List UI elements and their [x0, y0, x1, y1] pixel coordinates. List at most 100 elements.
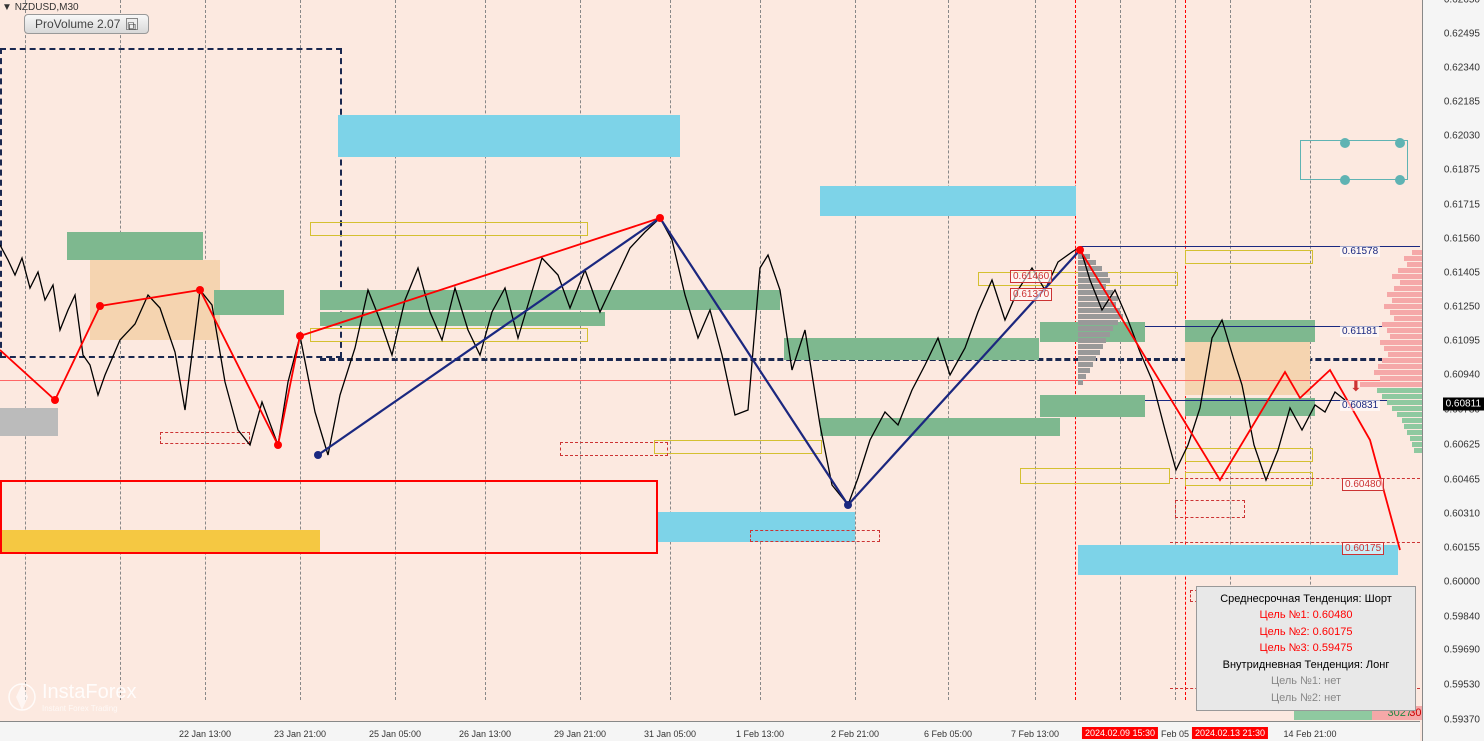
vgrid-red: [1075, 0, 1076, 700]
yellow-box: [1185, 250, 1313, 264]
gray-profile-bar: [1078, 290, 1113, 295]
x-tick: 29 Jan 21:00: [554, 729, 606, 739]
zigzag-dot-blue: [314, 451, 322, 459]
indicator-label: ProVolume 2.07: [35, 17, 120, 31]
green-zone: [320, 312, 605, 326]
gray-profile-bar: [1078, 302, 1116, 307]
vgrid: [760, 0, 761, 700]
volume-bar: [1388, 352, 1422, 357]
y-tick: 0.59370: [1444, 715, 1480, 726]
red-dash-box: [750, 530, 880, 542]
teal-dot: [1340, 175, 1350, 185]
instrument-text: NZDUSD,M30: [15, 2, 79, 13]
gray-profile-bar: [1078, 368, 1090, 373]
vgrid: [670, 0, 671, 700]
yellow-box: [310, 222, 588, 236]
price-label: 0.61460: [1010, 270, 1052, 283]
x-tick: 2024.02.13 21:30: [1192, 727, 1268, 739]
green-zone: [67, 232, 203, 260]
yellow-box: [1020, 468, 1170, 484]
vgrid: [300, 0, 301, 700]
vgrid: [580, 0, 581, 700]
volume-bar: [1402, 418, 1422, 423]
gray-profile-bar: [1078, 380, 1083, 385]
yellow-box: [654, 440, 822, 454]
volume-bar: [1414, 448, 1422, 453]
volume-bar: [1378, 364, 1422, 369]
target2: Цель №2: 0.60175: [1201, 624, 1411, 641]
trend-intra: Внутридневная Тенденция: Лонг: [1201, 657, 1411, 674]
x-tick: 25 Jan 05:00: [369, 729, 421, 739]
logo-text: InstaForex: [42, 681, 136, 704]
green-zone: [784, 338, 1039, 360]
peach-zone: [90, 260, 220, 340]
y-tick: 0.61875: [1444, 165, 1480, 176]
red-box: [0, 480, 658, 554]
teal-box: [1300, 140, 1408, 180]
green-zone: [214, 290, 284, 315]
volume-bar: [1377, 388, 1422, 393]
y-tick: 0.62030: [1444, 131, 1480, 142]
y-tick: 0.60155: [1444, 542, 1480, 553]
x-tick: 14 Feb 21:00: [1283, 729, 1336, 739]
volume-bar: [1392, 298, 1422, 303]
red-dash-box: [1175, 500, 1245, 518]
price-label: 0.60175: [1342, 542, 1384, 555]
y-tick: 0.59840: [1444, 611, 1480, 622]
x-axis: 22 Jan 13:0023 Jan 21:0025 Jan 05:0026 J…: [0, 721, 1420, 741]
x-tick: 1 Feb 13:00: [736, 729, 784, 739]
volume-bar: [1382, 322, 1422, 327]
x-tick: 22 Jan 13:00: [179, 729, 231, 739]
x-tick: Feb 05: [1161, 729, 1189, 739]
target1: Цель №1: 0.60480: [1201, 607, 1411, 624]
green-zone: [1185, 320, 1315, 342]
x-tick: 31 Jan 05:00: [644, 729, 696, 739]
x-tick: 2 Feb 21:00: [831, 729, 879, 739]
gray-profile-bar: [1078, 320, 1118, 325]
price-label: 0.61181: [1340, 326, 1379, 337]
volume-bar: [1392, 406, 1422, 411]
y-tick: 0.60310: [1444, 508, 1480, 519]
cyan-zone: [338, 115, 680, 157]
yellow-box: [1185, 472, 1313, 486]
vgrid: [205, 0, 206, 700]
y-tick: 0.62650: [1444, 0, 1480, 6]
trend-mid: Среднесрочная Тенденция: Шорт: [1201, 591, 1411, 608]
gray-profile-bar: [1078, 296, 1118, 301]
x-tick: 2024.02.09 15:30: [1082, 727, 1158, 739]
price-label: 0.61578: [1340, 246, 1380, 257]
y-tick: 0.60000: [1444, 576, 1480, 587]
gray-zone: [0, 408, 58, 436]
y-tick: 0.61405: [1444, 268, 1480, 279]
instrument-label: ▼ NZDUSD,M30: [2, 2, 79, 13]
volume-bar: [1360, 382, 1422, 387]
info-panel: Среднесрочная Тенденция: Шорт Цель №1: 0…: [1196, 586, 1416, 712]
y-tick: 0.61095: [1444, 336, 1480, 347]
zigzag-dot-red: [51, 396, 59, 404]
y-tick: 0.59530: [1444, 679, 1480, 690]
volume-bar: [1384, 346, 1422, 351]
vgrid: [25, 0, 26, 700]
volume-bar: [1390, 334, 1422, 339]
y-tick: 0.62495: [1444, 29, 1480, 40]
x-tick: 26 Jan 13:00: [459, 729, 511, 739]
vgrid: [1120, 0, 1121, 700]
teal-dot: [1395, 138, 1405, 148]
vgrid: [120, 0, 121, 700]
y-tick: 0.61560: [1444, 234, 1480, 245]
red-dash-box: [560, 442, 668, 456]
red-dash-box: [160, 432, 250, 444]
vgrid: [485, 0, 486, 700]
volume-bar: [1387, 400, 1422, 405]
settings-icon[interactable]: ⧉: [126, 18, 138, 30]
green-zone: [1040, 395, 1145, 417]
volume-bar: [1382, 358, 1422, 363]
gray-profile-bar: [1078, 332, 1110, 337]
volume-bar: [1397, 412, 1422, 417]
volume-bar: [1412, 250, 1422, 255]
target3: Цель №3: 0.59475: [1201, 640, 1411, 657]
y-tick: 0.61715: [1444, 200, 1480, 211]
price-label: 0.60831: [1340, 400, 1380, 411]
y-tick: 0.59690: [1444, 644, 1480, 655]
indicator-button[interactable]: ProVolume 2.07 ⧉: [24, 14, 149, 34]
